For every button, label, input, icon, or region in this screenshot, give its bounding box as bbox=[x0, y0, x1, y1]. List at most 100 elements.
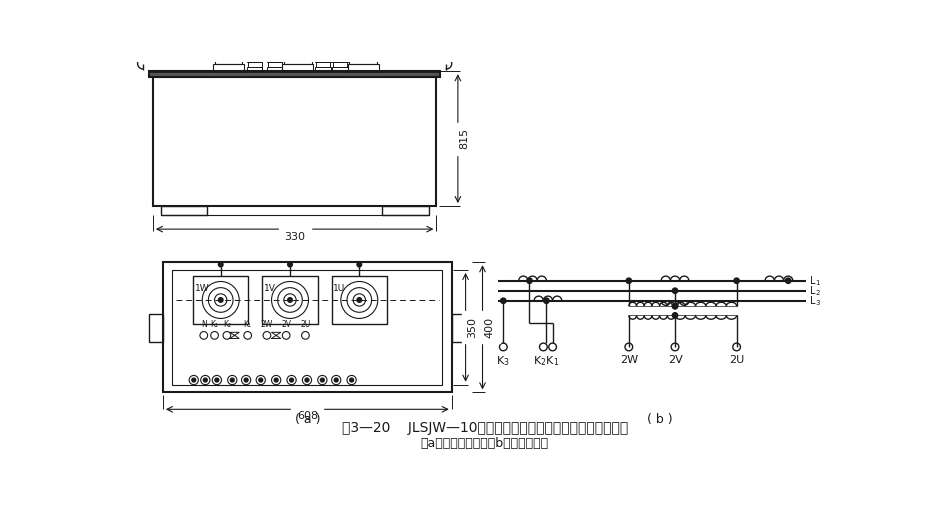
Bar bbox=[315, 67, 331, 71]
Bar bbox=[248, 62, 261, 67]
Circle shape bbox=[192, 378, 196, 382]
Bar bbox=[318, 43, 328, 48]
Circle shape bbox=[215, 378, 219, 382]
Text: L: L bbox=[810, 286, 815, 296]
Text: K$_2$K$_1$: K$_2$K$_1$ bbox=[534, 355, 560, 369]
Text: K₁: K₁ bbox=[211, 320, 219, 329]
Bar bbox=[215, 57, 242, 64]
Circle shape bbox=[272, 35, 277, 40]
Bar bbox=[213, 51, 244, 57]
Bar bbox=[315, 57, 331, 62]
Circle shape bbox=[544, 298, 549, 303]
Circle shape bbox=[289, 378, 293, 382]
Bar bbox=[219, 15, 236, 21]
Bar bbox=[149, 314, 163, 342]
Bar bbox=[249, 53, 261, 57]
Circle shape bbox=[288, 262, 292, 267]
Bar bbox=[316, 48, 330, 53]
Bar bbox=[348, 39, 377, 45]
Text: K₁: K₁ bbox=[244, 320, 252, 329]
Text: 2V: 2V bbox=[668, 355, 682, 364]
Bar bbox=[247, 67, 262, 71]
Circle shape bbox=[673, 303, 677, 309]
Bar bbox=[332, 276, 387, 324]
Bar bbox=[285, 26, 311, 33]
Bar bbox=[214, 39, 243, 45]
Text: 2U: 2U bbox=[300, 320, 310, 329]
Bar bbox=[268, 48, 282, 53]
Circle shape bbox=[305, 378, 309, 382]
Bar bbox=[216, 26, 241, 33]
Bar bbox=[332, 57, 348, 62]
Circle shape bbox=[338, 35, 342, 40]
Text: N: N bbox=[201, 320, 206, 329]
Circle shape bbox=[673, 303, 677, 309]
Text: 1U: 1U bbox=[333, 284, 345, 293]
Circle shape bbox=[230, 378, 235, 382]
Bar bbox=[267, 67, 282, 71]
Bar bbox=[287, 33, 309, 39]
Circle shape bbox=[219, 262, 223, 267]
Bar bbox=[217, 33, 240, 39]
Circle shape bbox=[294, 3, 301, 9]
Bar bbox=[282, 64, 313, 71]
Circle shape bbox=[360, 3, 366, 9]
Bar bbox=[248, 48, 261, 53]
Bar bbox=[287, 21, 308, 26]
Bar bbox=[283, 39, 312, 45]
Text: 2: 2 bbox=[815, 290, 819, 296]
Text: ( b ): ( b ) bbox=[647, 413, 673, 426]
Bar bbox=[334, 53, 346, 57]
Bar bbox=[218, 21, 239, 26]
Text: 608: 608 bbox=[297, 411, 318, 421]
Text: 2W: 2W bbox=[620, 355, 638, 364]
Text: 2W: 2W bbox=[261, 320, 273, 329]
Bar bbox=[269, 53, 281, 57]
Circle shape bbox=[321, 35, 325, 40]
Circle shape bbox=[274, 378, 278, 382]
Bar bbox=[333, 62, 347, 67]
Circle shape bbox=[500, 298, 506, 303]
Circle shape bbox=[527, 278, 533, 283]
Text: 350: 350 bbox=[467, 317, 478, 338]
Bar bbox=[316, 62, 330, 67]
Text: 400: 400 bbox=[484, 317, 495, 338]
Bar bbox=[268, 62, 282, 67]
Bar bbox=[267, 57, 282, 62]
Bar bbox=[247, 57, 262, 62]
Bar bbox=[161, 206, 207, 215]
Circle shape bbox=[244, 378, 248, 382]
Bar bbox=[352, 21, 374, 26]
Text: 1V: 1V bbox=[264, 284, 275, 293]
Text: 2V: 2V bbox=[281, 320, 291, 329]
Bar bbox=[352, 33, 375, 39]
Circle shape bbox=[225, 3, 232, 9]
Circle shape bbox=[321, 378, 324, 382]
Bar bbox=[348, 64, 378, 71]
Bar bbox=[332, 67, 348, 71]
Bar bbox=[282, 51, 313, 57]
Bar bbox=[317, 53, 329, 57]
Circle shape bbox=[785, 278, 791, 283]
Bar bbox=[335, 43, 345, 48]
Bar bbox=[452, 314, 465, 342]
Text: 815: 815 bbox=[459, 128, 469, 149]
Text: 图3—20    JLSJW—10型电压、电流组合互感器外形及接线方式: 图3—20 JLSJW—10型电压、电流组合互感器外形及接线方式 bbox=[342, 421, 628, 435]
Bar bbox=[348, 51, 378, 57]
Bar bbox=[163, 262, 452, 392]
Bar bbox=[289, 15, 307, 21]
Bar bbox=[262, 276, 318, 324]
Bar bbox=[193, 276, 249, 324]
Text: 330: 330 bbox=[284, 232, 306, 242]
Circle shape bbox=[288, 298, 292, 302]
Bar bbox=[333, 48, 347, 53]
Bar bbox=[213, 64, 244, 71]
Bar bbox=[153, 77, 436, 206]
Text: ( a ): ( a ) bbox=[294, 413, 320, 426]
Bar bbox=[149, 71, 440, 77]
Bar bbox=[350, 26, 377, 33]
Bar bbox=[382, 206, 429, 215]
Bar bbox=[216, 45, 240, 51]
Circle shape bbox=[357, 298, 361, 302]
Bar bbox=[249, 43, 260, 48]
